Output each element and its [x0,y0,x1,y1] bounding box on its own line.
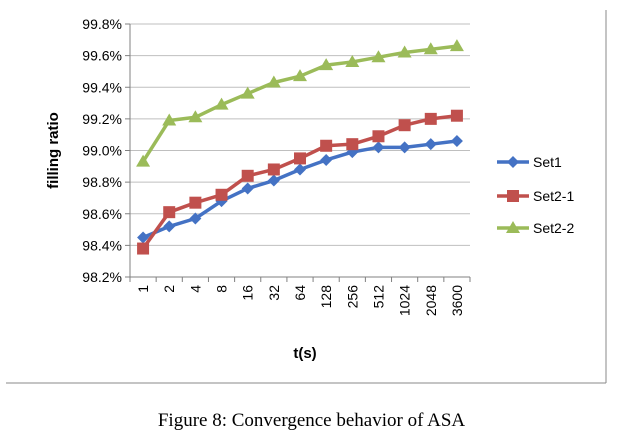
data-point-set2-1 [398,119,411,132]
x-tick-label: 4 [187,285,203,293]
y-tick-label: 99.8% [82,16,122,32]
x-tick-label: 8 [214,285,230,293]
data-point-set2-2 [345,54,360,67]
data-point-set1 [424,138,437,151]
x-tick-label: 64 [292,285,308,301]
data-point-set2-1 [320,139,333,152]
data-point-set2-2 [188,110,203,123]
x-tick-label: 1024 [397,285,413,316]
data-point-set2-2 [266,75,281,88]
legend-marker-set2-1 [507,190,519,202]
y-tick-label: 99.6% [82,48,122,64]
data-point-set2-2 [397,45,412,58]
x-tick-label: 32 [266,285,282,301]
data-point-set1 [267,174,280,187]
y-tick-label: 99.4% [82,79,122,95]
figure-caption: Figure 8: Convergence behavior of ASA [157,410,466,431]
data-point-set2-2 [214,97,229,110]
data-point-set1 [450,135,463,148]
data-point-set2-1 [189,196,202,209]
series-line-set2-2 [141,44,458,163]
data-point-set2-1 [163,206,176,219]
legend-marker-set2-2 [506,221,520,233]
data-point-set1 [398,141,411,154]
x-tick-label: 256 [344,285,360,309]
data-point-set2-1 [241,169,254,182]
data-point-set1 [241,182,254,195]
legend-label-set2-2: Set2-2 [533,220,574,236]
data-point-set2-1 [424,112,437,125]
data-point-set2-2 [423,42,438,55]
data-point-set2-1 [267,163,280,176]
legend-label-set2-1: Set2-1 [533,188,574,204]
x-axis-title: t(s) [293,345,316,362]
data-point-set2-2 [449,39,464,52]
x-tick-label: 2048 [423,285,439,316]
chart-container: 98.2% 98.4% 98.6% 98.8% 99.0% 99.2% 99.4% 99.6%… [6,10,607,384]
data-point-set2-2 [162,113,177,126]
data-point-set1 [294,163,306,176]
x-tick-label: 512 [370,285,386,309]
y-tick-label: 98.2% [82,269,122,285]
data-point-set2-1 [294,152,306,165]
x-tick-label: 2 [161,285,177,293]
data-point-set2-2 [240,86,255,99]
data-point-set2-2 [136,154,151,167]
line-chart: 98.2% 98.4% 98.6% 98.8% 99.0% 99.2% 99.4% 99.6%… [6,10,607,384]
x-tick-label: 128 [318,285,334,309]
y-tick-label: 98.8% [82,174,122,190]
data-point-set2-2 [293,69,307,82]
data-point-set2-2 [319,58,334,71]
data-point-set2-1 [137,242,150,255]
y-tick-label: 98.6% [82,206,122,222]
data-point-set2-1 [372,130,385,143]
data-point-set1 [137,231,150,244]
y-axis-title: filling ratio [45,112,62,189]
legend-marker-set1 [507,156,519,168]
legend-label-set1: Set1 [533,154,562,170]
y-tick-label: 98.4% [82,237,122,253]
x-tick-label: 3600 [449,285,465,316]
data-point-set1 [372,141,385,154]
data-point-set2-2 [371,50,386,63]
data-point-set1 [189,212,202,225]
y-tick-label: 99.2% [82,111,122,127]
data-point-set2-1 [215,188,228,201]
data-point-set1 [320,153,333,166]
x-tick-label: 1 [135,285,151,293]
y-tick-label: 99.0% [82,143,122,159]
data-point-set1 [163,220,176,233]
x-tick-label: 16 [240,285,256,301]
data-point-set2-1 [450,109,463,122]
data-point-set2-1 [346,138,359,151]
